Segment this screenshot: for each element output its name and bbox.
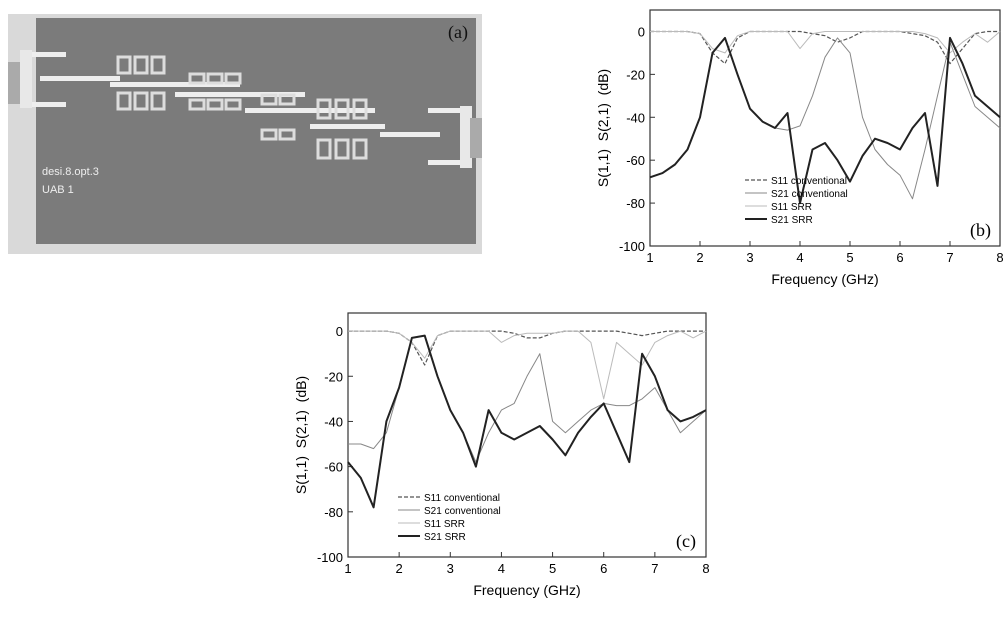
x-axis-label: Frequency (GHz) (771, 271, 878, 287)
y-tick-label: -20 (324, 369, 343, 384)
x-tick-label: 7 (946, 250, 953, 265)
legend-label: S11 SRR (771, 202, 812, 213)
x-tick-label: 6 (896, 250, 903, 265)
plot-frame (649, 9, 1001, 247)
photo: (a) desi.8.opt.3 UAB 1 (8, 14, 482, 254)
y-tick-label: -40 (626, 110, 645, 125)
line (380, 132, 440, 137)
y-tick-label: -40 (324, 414, 343, 429)
x-tick-label: 6 (600, 561, 607, 576)
y-tick-label: 0 (336, 324, 343, 339)
legend-label: S21 conventional (771, 189, 848, 200)
legend-label: S21 conventional (424, 506, 501, 517)
y-tick-label: -80 (626, 196, 645, 211)
line (245, 108, 375, 113)
board (36, 18, 476, 244)
line (175, 92, 305, 97)
connector (20, 50, 32, 108)
x-tick-label: 2 (396, 561, 403, 576)
line (40, 76, 120, 81)
line (310, 124, 385, 129)
pad (32, 52, 66, 57)
x-tick-label: 8 (996, 250, 1003, 265)
board-text: desi.8.opt.3 (42, 166, 99, 178)
x-tick-label: 4 (796, 250, 803, 265)
x-tick-label: 4 (498, 561, 505, 576)
y-tick-label: -60 (324, 460, 343, 475)
panel-label: (a) (448, 22, 468, 43)
legend-label: S21 SRR (771, 215, 813, 226)
connector (8, 62, 22, 104)
chart: 1 2 3 4 5 6 7 8 0 -20 -40 -60 -80 -100 Frequency (GHz)… (293, 312, 710, 598)
y-tick-label: -100 (317, 550, 343, 565)
connector (470, 118, 482, 158)
line (110, 82, 240, 87)
y-tick-label: -80 (324, 505, 343, 520)
y-axis-label: S(1,1) S(2,1) (dB) (293, 376, 309, 494)
y-tick-label: 0 (638, 24, 645, 39)
x-tick-label: 3 (447, 561, 454, 576)
series-line (347, 334, 707, 509)
x-tick-label: 1 (344, 561, 351, 576)
legend-label: S11 conventional (424, 493, 500, 504)
legend-label: S21 SRR (424, 532, 466, 543)
x-tick-label: 5 (549, 561, 556, 576)
x-tick-label: 8 (702, 561, 709, 576)
series-line (650, 31, 1001, 54)
x-tick-label: 1 (646, 250, 653, 265)
series-line (649, 36, 1001, 205)
panel-label: (b) (970, 220, 991, 241)
series-line (348, 330, 707, 400)
x-axis-label: Frequency (GHz) (473, 582, 580, 598)
pad (428, 160, 468, 165)
x-tick-label: 3 (746, 250, 753, 265)
y-tick-label: -100 (619, 239, 645, 254)
resonators (116, 55, 368, 160)
panel-label: (c) (676, 531, 696, 552)
board-text: UAB 1 (42, 184, 74, 196)
pad (428, 108, 468, 113)
x-tick-label: 7 (651, 561, 658, 576)
pad (32, 102, 66, 107)
plot-frame (347, 312, 707, 558)
y-axis-label: S(1,1) S(2,1) (dB) (595, 69, 611, 187)
legend-label: S11 SRR (424, 519, 465, 530)
x-tick-label: 5 (846, 250, 853, 265)
chart: 1 2 3 4 5 6 7 8 0 -20 -40 -60 -80 -100 Frequency (GHz)… (595, 9, 1004, 287)
connector (460, 106, 472, 168)
series-line (650, 30, 1000, 65)
y-tick-label: -20 (626, 67, 645, 82)
x-tick-label: 2 (696, 250, 703, 265)
legend-label: S11 conventional (771, 176, 847, 187)
y-tick-label: -60 (626, 153, 645, 168)
